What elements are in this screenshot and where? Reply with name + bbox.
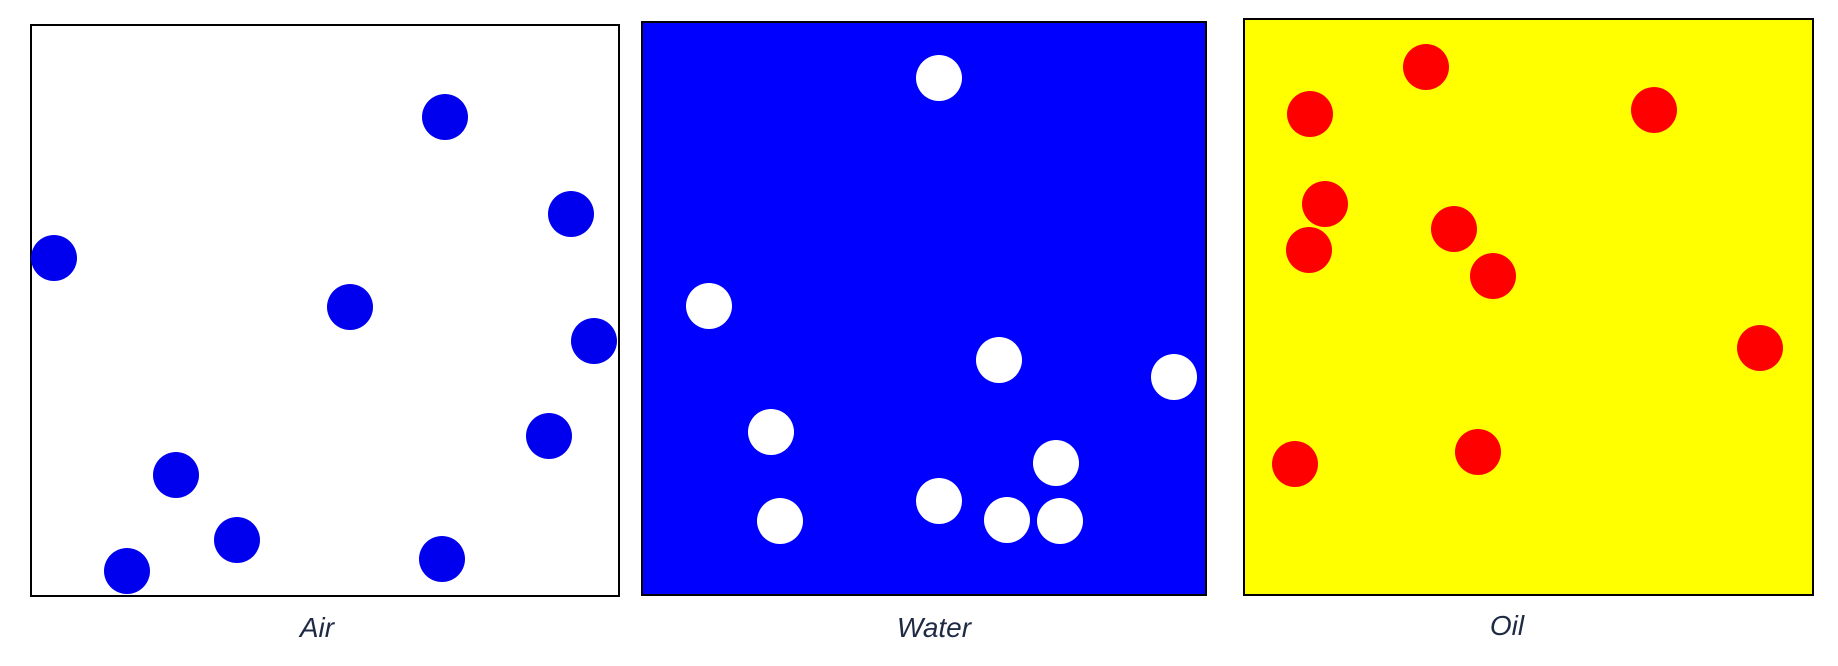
oil-particle (1737, 325, 1783, 371)
oil-particle (1403, 44, 1449, 90)
water-particle (748, 409, 794, 455)
air-particle (548, 191, 594, 237)
oil-particle (1631, 87, 1677, 133)
air-particle (153, 452, 199, 498)
oil-panel (1243, 18, 1814, 596)
water-particle (1151, 354, 1197, 400)
water-particle (976, 337, 1022, 383)
oil-particle (1287, 91, 1333, 137)
air-label: Air (299, 612, 335, 643)
water-label: Water (896, 612, 972, 643)
oil-particle (1470, 253, 1516, 299)
oil-particle (1272, 441, 1318, 487)
water-particle (916, 55, 962, 101)
oil-particle (1286, 227, 1332, 273)
water-particle (1037, 498, 1083, 544)
water-particle (757, 498, 803, 544)
water-panel (641, 21, 1207, 596)
air-particle (327, 284, 373, 330)
air-particle (419, 536, 465, 582)
oil-particle (1302, 181, 1348, 227)
oil-particle (1455, 429, 1501, 475)
air-particle (31, 235, 77, 281)
water-particle (1033, 440, 1079, 486)
air-particle (104, 548, 150, 594)
air-particle (526, 413, 572, 459)
air-particle (214, 517, 260, 563)
air-particle (422, 94, 468, 140)
air-panel (30, 24, 620, 597)
water-particle (984, 497, 1030, 543)
water-particle (916, 478, 962, 524)
water-particle (686, 283, 732, 329)
oil-particle (1431, 206, 1477, 252)
air-particle (571, 318, 617, 364)
oil-label: Oil (1489, 610, 1525, 641)
